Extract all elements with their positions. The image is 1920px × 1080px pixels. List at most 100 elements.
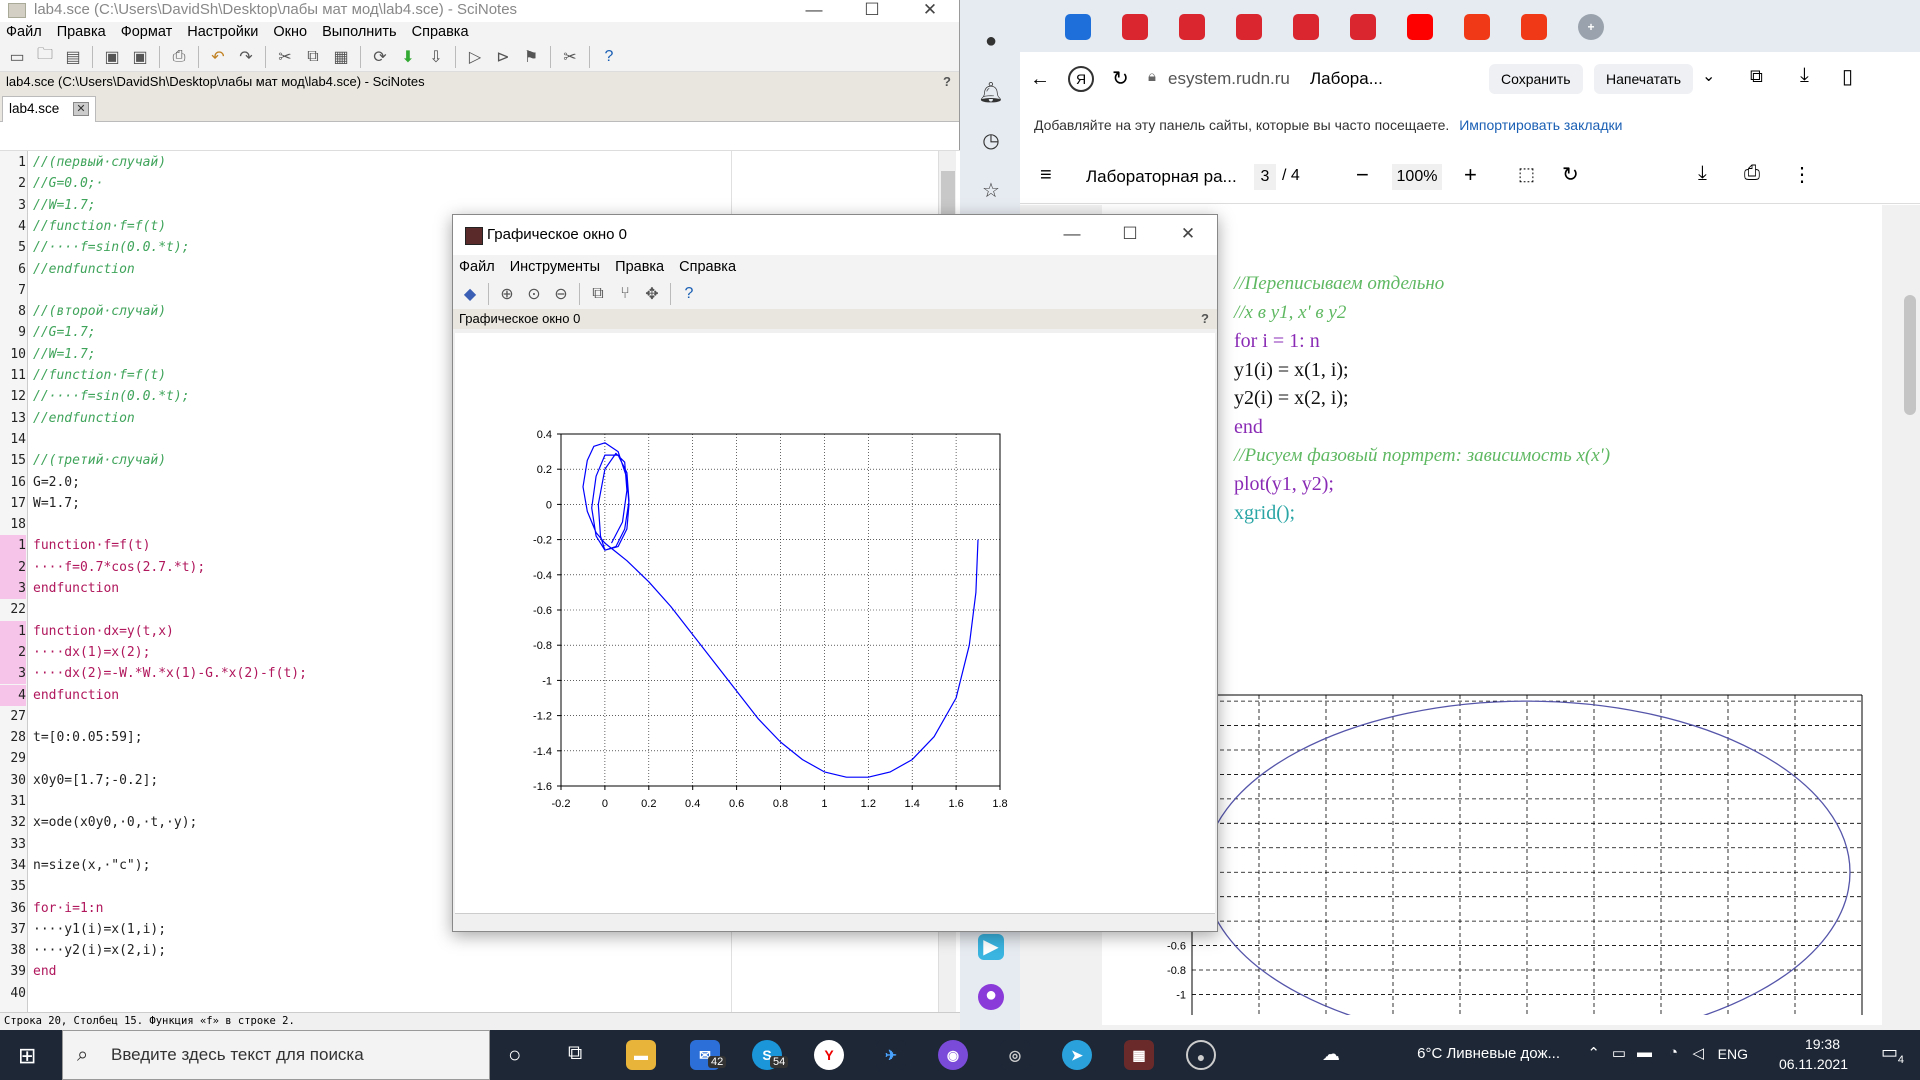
scinotes-titlebar[interactable]: lab4.sce (C:\Users\DavidSh\Desktop\лабы … <box>0 0 959 22</box>
language-indicator[interactable]: ENG <box>1717 1046 1748 1062</box>
code-line[interactable]: //····f=sin(0.0.*t); <box>33 240 190 256</box>
code-line[interactable]: x0y0=[1.7;-0.2]; <box>33 772 159 788</box>
open-folder-icon[interactable]: ▤ <box>65 48 81 66</box>
collections-icon[interactable]: ⧉ <box>1750 66 1763 86</box>
zoom-out-icon[interactable]: − <box>1356 162 1369 187</box>
print-page-button[interactable]: Напечатать <box>1594 64 1694 94</box>
zoom-icon[interactable]: ⊕ <box>500 286 514 303</box>
browser-tab[interactable] <box>1407 14 1433 40</box>
back-icon[interactable]: ← <box>1030 68 1050 90</box>
notifications-icon[interactable]: 🔔︎ <box>978 82 1004 104</box>
code-line[interactable]: W=1.7; <box>33 495 80 511</box>
code-line[interactable]: //G=1.7; <box>33 325 96 341</box>
gw-menu-file[interactable]: Файл <box>459 259 495 275</box>
plot-area[interactable]: -0.2 0 0.2 0.4 0.6 0.8 1 1.2 1.4 1.6 1.8 0.4 0.2 0 -0.… <box>455 333 1215 913</box>
print-icon[interactable]: ⎙ <box>1744 162 1760 184</box>
downloads-icon[interactable]: ⤓ <box>1800 64 1809 86</box>
code-line[interactable]: ····dx(2)=-W.*W.*x(1)-G.*x(2)-f(t); <box>33 666 307 682</box>
code-line[interactable]: endfunction <box>33 687 120 703</box>
alice-icon[interactable]: ● <box>978 984 1004 1010</box>
browser-tab[interactable] <box>1521 14 1547 40</box>
minimize-button[interactable]: — <box>805 0 823 19</box>
zoom-area-icon[interactable]: ⊖ <box>554 286 568 303</box>
search-replace-icon[interactable]: ⟳ <box>373 48 387 66</box>
yandex-browser-icon[interactable]: Y <box>814 1040 844 1070</box>
history-icon[interactable]: ◷ <box>982 130 1000 152</box>
pdf-scrollbar[interactable] <box>1900 205 1920 1030</box>
browser-tab[interactable] <box>1122 14 1148 40</box>
yandex-icon[interactable]: Я <box>1068 66 1094 92</box>
more-icon[interactable]: ⋮ <box>1792 164 1812 186</box>
new-file-icon[interactable]: ▭ <box>9 48 25 66</box>
redo-icon[interactable]: ↷ <box>239 48 253 66</box>
zoom-level[interactable]: 100% <box>1392 164 1442 190</box>
code-line[interactable]: function·f=f(t) <box>33 538 151 554</box>
network-icon[interactable]: ▭ <box>1611 1045 1626 1062</box>
download-icon[interactable]: ⤓ <box>1698 162 1707 184</box>
save-icon[interactable]: ▣ <box>104 48 120 66</box>
execute-file-icon[interactable]: ⇩ <box>429 48 443 66</box>
graphic-hscrollbar[interactable] <box>455 913 1215 929</box>
paste-icon[interactable]: ▦ <box>333 48 349 66</box>
menu-icon[interactable]: ≡ <box>1040 164 1052 186</box>
gw-minimize-button[interactable]: — <box>1063 224 1081 243</box>
chevron-down-icon[interactable]: ⌄ <box>1702 68 1716 85</box>
code-line[interactable]: end <box>33 964 57 980</box>
file-explorer-icon[interactable]: ▬ <box>626 1040 656 1070</box>
code-line[interactable]: //W=1.7; <box>33 197 96 213</box>
copy-icon[interactable]: ⧉ <box>307 47 319 65</box>
telegram-icon[interactable]: ➤ <box>1062 1040 1092 1070</box>
browser-tab[interactable] <box>1464 14 1490 40</box>
battery-icon[interactable]: ▬ <box>1637 1044 1652 1061</box>
code-line[interactable]: function·dx=y(t,x) <box>33 623 174 639</box>
code-line[interactable]: //(третий·случай) <box>33 453 167 469</box>
menu-help[interactable]: Справка <box>411 24 469 40</box>
gw-help-mark[interactable]: ? <box>1201 311 1209 326</box>
gw-menu-tools[interactable]: Инструменты <box>509 259 601 275</box>
graphic-window-titlebar[interactable]: Графическое окно 0 — ☐ ✕ <box>453 215 1217 255</box>
volume-icon[interactable]: ◁ <box>1692 1045 1704 1062</box>
code-line[interactable]: ····y2(i)=x(2,i); <box>33 943 167 959</box>
datatip-tool-icon[interactable]: ⑂ <box>620 285 630 302</box>
code-line[interactable]: G=2.0; <box>33 474 80 490</box>
address-host[interactable]: esystem.rudn.ru <box>1168 69 1290 88</box>
pan-icon[interactable]: ✥ <box>645 286 659 303</box>
code-line[interactable]: //endfunction <box>33 410 135 426</box>
menu-edit[interactable]: Правка <box>56 24 106 40</box>
close-button[interactable]: ✕ <box>922 0 938 19</box>
code-line[interactable]: t=[0:0.05:59]; <box>33 730 143 746</box>
import-bookmarks-link[interactable]: Импортировать закладки <box>1459 117 1623 133</box>
maximize-button[interactable]: ☐ <box>864 0 880 19</box>
clock-time[interactable]: 19:38 <box>1804 1036 1840 1052</box>
tools-icon[interactable]: ✂ <box>563 48 577 66</box>
browser-tab[interactable] <box>1065 14 1091 40</box>
menu-window[interactable]: Окно <box>273 24 308 40</box>
browser-tab[interactable] <box>1236 14 1262 40</box>
code-line[interactable]: //function·f=f(t) <box>33 368 167 383</box>
obs-icon[interactable]: ● <box>1186 1040 1216 1070</box>
help-icon[interactable]: ? <box>604 47 614 65</box>
menu-file[interactable]: Файл <box>6 24 42 40</box>
fit-page-icon[interactable]: ⬚ <box>1518 164 1536 184</box>
open-file-icon[interactable]: 🗀 <box>36 46 53 63</box>
gw-close-button[interactable]: ✕ <box>1180 224 1196 243</box>
run-step-icon[interactable]: ⊳ <box>496 48 510 66</box>
discord-icon[interactable]: ◉ <box>938 1040 968 1070</box>
code-line[interactable]: ····y1(i)=x(1,i); <box>33 921 167 937</box>
menu-format[interactable]: Формат <box>120 24 173 40</box>
save-page-button[interactable]: Сохранить <box>1489 64 1583 94</box>
browser-tab[interactable] <box>1350 14 1376 40</box>
clock-date[interactable]: 06.11.2021 <box>1778 1056 1848 1072</box>
gw-maximize-button[interactable]: ☐ <box>1122 224 1138 243</box>
code-line[interactable]: //····f=sin(0.0.*t); <box>33 389 190 405</box>
page-number-input[interactable]: 3 <box>1254 164 1276 190</box>
cut-icon[interactable]: ✂ <box>278 48 292 66</box>
windows-start-icon[interactable]: ⊞ <box>18 1043 37 1068</box>
favorites-icon[interactable]: ☆ <box>982 180 1000 202</box>
code-line[interactable]: //(первый·случай) <box>33 155 167 170</box>
code-line[interactable]: endfunction <box>33 581 120 596</box>
code-line[interactable]: //W=1.7; <box>33 346 96 362</box>
weather-icon[interactable]: ☁ <box>1322 1044 1340 1064</box>
undo-icon[interactable]: ↶ <box>211 48 225 66</box>
browser-tab[interactable] <box>1293 14 1319 40</box>
